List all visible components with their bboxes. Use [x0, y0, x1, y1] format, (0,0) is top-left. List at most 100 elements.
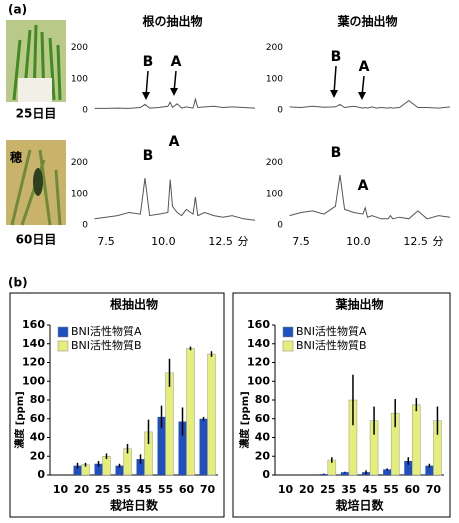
y-tick-label: 40: [30, 431, 46, 444]
bar: [165, 372, 174, 476]
bar: [94, 463, 103, 475]
arrow-head: [170, 88, 178, 96]
bar: [340, 472, 349, 475]
trace: [94, 97, 256, 109]
annotation: B: [331, 49, 342, 65]
photo-caption: 60日目: [16, 233, 57, 247]
chart-title: 根抽出物: [110, 297, 158, 312]
y-tick-label: 0: [82, 106, 88, 116]
legend-label: BNI活性物質B: [296, 338, 367, 352]
annotation: B: [143, 54, 154, 70]
x-tick-label: 35: [116, 483, 131, 496]
y-tick-label: 0: [277, 221, 283, 231]
arrow: [145, 70, 149, 97]
y-axis-label: 濃度 [ppm]: [238, 391, 251, 448]
x-tick-label: 60: [405, 483, 421, 496]
x-tick-label: 12.5: [403, 235, 428, 248]
y-tick-label: 100: [247, 374, 270, 387]
x-axis-label: 栽培日数: [335, 498, 384, 513]
y-tick-label: 200: [266, 158, 283, 168]
x-axis-label: 分: [238, 235, 249, 248]
legend-label: BNI活性物質A: [296, 324, 367, 338]
trace: [94, 178, 256, 221]
x-tick-label: 20: [74, 483, 90, 496]
photo: [6, 140, 66, 226]
legend-swatch: [57, 340, 69, 352]
x-tick-label: 20: [299, 483, 315, 496]
y-tick-label: 200: [71, 158, 88, 168]
x-axis-label: 栽培日数: [110, 498, 159, 513]
chart-frame: [9, 292, 225, 518]
annotation: B: [143, 148, 154, 164]
chart-title: 葉の抽出物: [336, 14, 397, 29]
x-axis-label: 分: [433, 235, 444, 248]
legend-swatch: [282, 340, 294, 352]
bar: [73, 465, 82, 475]
y-tick-label: 80: [30, 393, 46, 406]
y-tick-label: 100: [71, 74, 88, 84]
x-tick-label: 7.5: [292, 235, 310, 248]
panel-label: (a): [8, 3, 27, 17]
arrow-head: [358, 92, 366, 100]
y-tick-label: 160: [247, 318, 270, 331]
bar: [115, 465, 124, 475]
y-tick-label: 80: [255, 393, 271, 406]
x-tick-label: 60: [179, 483, 195, 496]
x-tick-label: 10.0: [346, 235, 371, 248]
y-tick-label: 200: [71, 43, 88, 53]
legend-swatch: [282, 326, 294, 338]
y-tick-label: 0: [262, 468, 270, 481]
y-tick-label: 0: [82, 221, 88, 231]
y-tick-label: 140: [22, 337, 45, 350]
chart-frame: [232, 292, 451, 518]
y-tick-label: 160: [22, 318, 45, 331]
y-tick-label: 100: [71, 189, 88, 199]
arrow-head: [142, 92, 150, 100]
y-tick-label: 0: [37, 468, 45, 481]
x-tick-label: 35: [341, 483, 356, 496]
chart-title: 葉抽出物: [334, 297, 383, 312]
x-tick-label: 45: [362, 483, 377, 496]
y-axis-label: 濃度 [ppm]: [13, 391, 26, 448]
bar: [186, 348, 195, 476]
x-tick-label: 10: [278, 483, 294, 496]
y-tick-label: 60: [255, 412, 271, 425]
bar: [136, 459, 145, 475]
y-tick-label: 120: [22, 356, 45, 369]
x-tick-label: 70: [426, 483, 442, 496]
annotation: A: [169, 134, 180, 150]
legend-label: BNI活性物質B: [71, 338, 142, 352]
bar: [425, 465, 434, 475]
y-tick-label: 120: [247, 356, 270, 369]
y-tick-label: 100: [266, 74, 283, 84]
y-tick-label: 100: [266, 189, 283, 199]
x-tick-label: 45: [137, 483, 152, 496]
bar: [199, 418, 208, 475]
trace: [289, 174, 451, 220]
annotation: A: [171, 54, 182, 70]
chart-title: 根の抽出物: [142, 14, 202, 29]
y-tick-label: 60: [30, 412, 46, 425]
x-tick-label: 7.5: [97, 235, 115, 248]
arrow-head: [330, 90, 338, 98]
x-tick-label: 25: [320, 483, 335, 496]
photo-label: 穂: [10, 150, 22, 165]
annotation: B: [331, 145, 342, 161]
x-tick-label: 55: [158, 483, 173, 496]
annotation: A: [358, 178, 369, 194]
y-tick-label: 20: [30, 449, 46, 462]
x-tick-label: 70: [200, 483, 216, 496]
photo-caption: 25日目: [16, 107, 57, 121]
bar: [157, 416, 166, 475]
bar: [412, 404, 421, 476]
y-tick-label: 100: [22, 374, 45, 387]
x-tick-label: 55: [384, 483, 399, 496]
bar: [383, 469, 392, 475]
arrow: [333, 65, 337, 95]
y-tick-label: 20: [255, 449, 271, 462]
bar: [207, 353, 216, 476]
y-tick-label: 40: [255, 431, 271, 444]
x-tick-label: 10.0: [151, 235, 176, 248]
photo: [6, 20, 66, 102]
